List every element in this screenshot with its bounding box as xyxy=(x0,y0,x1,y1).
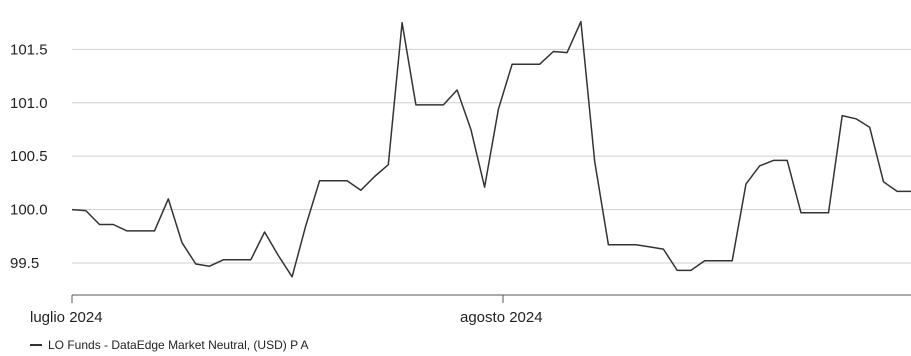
series-line xyxy=(71,20,911,278)
legend-swatch xyxy=(30,344,42,346)
y-tick-label: 101.0 xyxy=(10,95,48,112)
series-layer xyxy=(71,20,911,278)
y-tick-label: 101.5 xyxy=(10,41,48,58)
legend: LO Funds - DataEdge Market Neutral, (USD… xyxy=(30,336,309,354)
gridlines xyxy=(72,48,911,264)
legend-label: LO Funds - DataEdge Market Neutral, (USD… xyxy=(48,338,309,352)
x-tick-label: agosto 2024 xyxy=(460,309,543,326)
y-tick-label: 99.5 xyxy=(10,255,39,272)
y-tick-label: 100.0 xyxy=(10,202,48,219)
x-tick-label: luglio 2024 xyxy=(30,309,103,326)
y-axis-tick-labels: 99.5 100.0 100.5 101.0 101.5 xyxy=(10,41,48,272)
y-tick-label: 100.5 xyxy=(10,148,48,165)
